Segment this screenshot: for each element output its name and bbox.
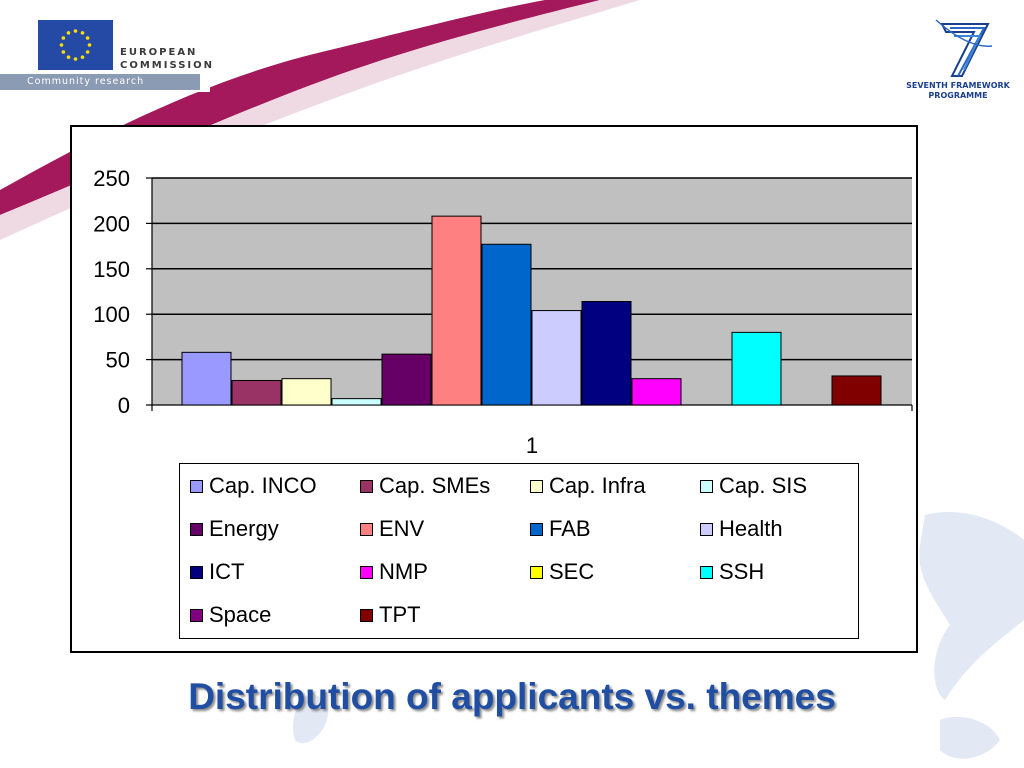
legend-label: Health bbox=[719, 516, 783, 541]
legend-item: Health bbox=[700, 516, 783, 542]
legend-label: NMP bbox=[379, 559, 428, 584]
eu-line1: EUROPEAN bbox=[120, 47, 198, 58]
bar-fab bbox=[481, 243, 532, 406]
bar-tpt bbox=[831, 375, 882, 406]
eu-star bbox=[85, 50, 90, 54]
bar-chart: 0 50 100 150 200 250 1 bbox=[93, 166, 913, 458]
legend-swatch bbox=[700, 565, 713, 579]
legend-item: Energy bbox=[190, 516, 279, 542]
legend-item: Space bbox=[190, 602, 271, 628]
eu-star bbox=[61, 36, 66, 40]
legend-swatch bbox=[360, 522, 373, 536]
legend-label: Cap. INCO bbox=[209, 473, 317, 498]
fp7-line2: PROGRAMME bbox=[928, 91, 988, 100]
eu-star bbox=[73, 57, 78, 61]
y-tick-label: 150 bbox=[93, 257, 130, 282]
bar-cap-sis bbox=[331, 398, 382, 406]
legend-item: Cap. SIS bbox=[700, 473, 807, 499]
eu-stars-icon bbox=[59, 29, 92, 61]
y-tick-label: 200 bbox=[93, 211, 130, 236]
legend-swatch bbox=[360, 608, 373, 622]
legend-label: SSH bbox=[719, 559, 765, 584]
eu-star bbox=[80, 55, 85, 59]
community-band bbox=[0, 74, 200, 90]
legend-item: FAB bbox=[530, 516, 591, 542]
legend-item: SSH bbox=[700, 559, 764, 585]
bar-health bbox=[531, 310, 582, 406]
bar-env bbox=[431, 215, 482, 406]
eu-star bbox=[87, 43, 92, 47]
legend-label: Energy bbox=[209, 516, 279, 541]
legend-swatch bbox=[530, 522, 543, 536]
legend-item: ENV bbox=[360, 516, 424, 542]
eu-star bbox=[66, 55, 71, 59]
legend-label: Space bbox=[209, 602, 272, 627]
legend-item: Cap. Infra bbox=[530, 473, 646, 499]
fp7-logo: SEVENTH FRAMEWORK PROGRAMME bbox=[906, 18, 1010, 102]
bar-energy bbox=[381, 353, 432, 406]
legend-label: FAB bbox=[549, 516, 591, 541]
legend-swatch bbox=[530, 565, 543, 579]
legend-swatch bbox=[360, 479, 373, 493]
bar-cap-infra bbox=[281, 378, 332, 406]
eu-star bbox=[80, 31, 85, 35]
fp7-seven-icon bbox=[935, 19, 993, 77]
legend-swatch bbox=[700, 522, 713, 536]
bar-cap-smes bbox=[231, 379, 282, 406]
bar-cap-inco bbox=[181, 351, 232, 406]
legend-swatch bbox=[190, 608, 203, 622]
y-tick-label: 250 bbox=[93, 166, 130, 191]
bar-nmp bbox=[631, 378, 682, 406]
legend-item: SEC bbox=[530, 559, 594, 585]
legend-item: ICT bbox=[190, 559, 244, 585]
legend-item: Cap. INCO bbox=[190, 473, 317, 499]
chart-frame: 0 50 100 150 200 250 1 Cap. INCO Cap. SMEs Cap. … bbox=[70, 125, 918, 653]
chart-legend: Cap. INCO Cap. SMEs Cap. Infra Cap. SIS Ener… bbox=[179, 463, 859, 639]
legend-item: TPT bbox=[360, 602, 421, 628]
legend-item: NMP bbox=[360, 559, 428, 585]
community-research-label: Community research bbox=[27, 76, 145, 87]
y-tick-label: 0 bbox=[118, 393, 130, 418]
slide-title: Distribution of applicants vs. themes bbox=[188, 676, 836, 717]
eu-star bbox=[85, 36, 90, 40]
bar-ict bbox=[581, 300, 632, 406]
y-tick-label: 100 bbox=[93, 302, 130, 327]
legend-swatch bbox=[530, 479, 543, 493]
legend-label: Cap. SMEs bbox=[379, 473, 491, 498]
legend-swatch bbox=[700, 479, 713, 493]
eu-star bbox=[61, 50, 66, 54]
legend-swatch bbox=[190, 522, 203, 536]
legend-label: ICT bbox=[209, 559, 245, 584]
eu-star bbox=[73, 29, 78, 33]
legend-swatch bbox=[190, 565, 203, 579]
bar-ssh bbox=[731, 331, 782, 406]
eu-flag-icon bbox=[38, 20, 113, 70]
eu-star bbox=[66, 31, 71, 35]
eu-line2: COMMISSION bbox=[120, 60, 215, 71]
legend-label: SEC bbox=[549, 559, 595, 584]
eu-commission-logo: EUROPEAN COMMISSION bbox=[38, 20, 212, 92]
eu-star bbox=[59, 43, 64, 47]
legend-item: Cap. SMEs bbox=[360, 473, 490, 499]
legend-label: Cap. SIS bbox=[719, 473, 808, 498]
legend-swatch bbox=[360, 565, 373, 579]
fp7-line1: SEVENTH FRAMEWORK bbox=[906, 81, 1010, 90]
x-category-label: 1 bbox=[526, 433, 538, 458]
legend-label: Cap. Infra bbox=[549, 473, 646, 498]
legend-label: TPT bbox=[379, 602, 421, 627]
legend-swatch bbox=[190, 479, 203, 493]
y-tick-label: 50 bbox=[106, 348, 130, 373]
legend-label: ENV bbox=[379, 516, 425, 541]
